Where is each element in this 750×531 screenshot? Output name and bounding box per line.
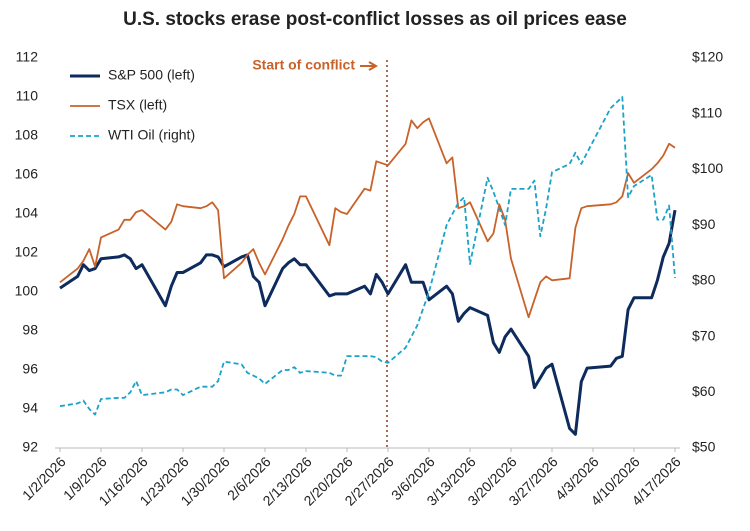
y2-tick-label: $70 bbox=[692, 327, 716, 343]
y-tick-label: 102 bbox=[15, 244, 39, 260]
series-line bbox=[59, 96, 676, 416]
legend-label: TSX (left) bbox=[108, 97, 167, 113]
annotation: Start of conflict bbox=[252, 57, 355, 73]
legend-label: WTI Oil (right) bbox=[108, 127, 195, 143]
y-tick-label: 106 bbox=[15, 166, 39, 182]
series-line bbox=[59, 209, 677, 436]
y2-tick-label: $120 bbox=[692, 49, 723, 65]
y-tick-label: 100 bbox=[15, 283, 39, 299]
y-tick-label: 98 bbox=[22, 322, 38, 338]
legend-label: S&P 500 (left) bbox=[108, 67, 195, 83]
y-tick-label: 94 bbox=[22, 400, 38, 416]
y-tick-label: 96 bbox=[22, 361, 38, 377]
chart-title: U.S. stocks erase post-conflict losses a… bbox=[123, 9, 627, 30]
y-tick-label: 112 bbox=[16, 49, 39, 65]
y2-tick-label: $90 bbox=[692, 216, 716, 232]
y2-tick-label: $100 bbox=[692, 160, 723, 176]
series-line bbox=[59, 117, 676, 319]
y2-tick-label: $110 bbox=[692, 104, 722, 120]
annotation-arrow bbox=[360, 61, 379, 71]
y2-tick-label: $80 bbox=[692, 272, 716, 288]
y2-tick-label: $50 bbox=[692, 439, 716, 455]
y-tick-label: 92 bbox=[22, 439, 38, 455]
y2-tick-label: $60 bbox=[692, 383, 716, 399]
y-tick-label: 108 bbox=[15, 127, 39, 143]
y-tick-label: 110 bbox=[16, 88, 39, 104]
y-tick-label: 104 bbox=[15, 205, 39, 221]
x-tick-label: 1/2/2026 bbox=[19, 453, 69, 503]
